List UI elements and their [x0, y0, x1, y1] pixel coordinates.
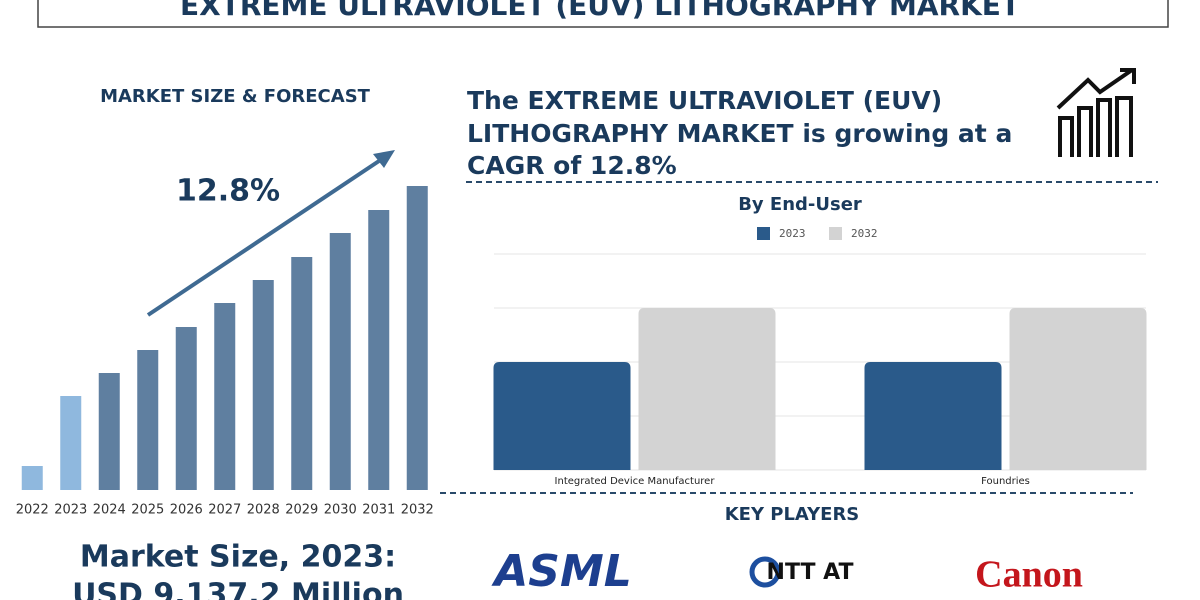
bar: [175, 327, 197, 490]
x-tick-label: 2024: [93, 503, 126, 518]
x-tick-label: 2025: [131, 503, 164, 518]
x-tick-label: Foundries: [981, 476, 1030, 487]
market-size: USD 9,137.2 Million: [72, 578, 404, 600]
company-logo: NTT AT: [767, 560, 854, 585]
arrow-head: [373, 150, 395, 168]
growth-icon: [1056, 68, 1136, 157]
bar: [21, 466, 43, 490]
bar: [329, 233, 351, 490]
legend-label: 2032: [851, 227, 878, 240]
growth-arrow: [146, 155, 387, 317]
legend-label: 2023: [779, 227, 806, 240]
x-tick-label: 2028: [247, 503, 280, 518]
headline: The EXTREME ULTRAVIOLET (EUV): [467, 86, 942, 115]
bar: [252, 280, 274, 490]
x-tick-label: 2026: [170, 503, 203, 518]
x-tick-label: 2031: [362, 503, 395, 518]
x-tick-label: 2030: [324, 503, 357, 518]
x-tick-label: 2032: [401, 503, 434, 518]
headline: LITHOGRAPHY MARKET is growing at a: [467, 119, 1012, 148]
legend-swatch: [757, 227, 770, 240]
page-title: EXTREME ULTRAVIOLET (EUV) LITHOGRAPHY MA…: [180, 0, 1020, 22]
cagr-annotation: 12.8%: [176, 174, 280, 209]
title-box: [37, 0, 1169, 28]
headline: CAGR of 12.8%: [467, 151, 677, 180]
bar: [1009, 308, 1147, 470]
bar: [60, 396, 82, 490]
bar: [493, 362, 631, 470]
x-tick-label: 2029: [285, 503, 318, 518]
x-tick-label: 2023: [54, 503, 87, 518]
chart-title: MARKET SIZE & FORECAST: [100, 86, 371, 107]
x-tick-label: 2027: [208, 503, 241, 518]
bar: [864, 362, 1002, 470]
legend-swatch: [829, 227, 842, 240]
bar: [98, 373, 120, 490]
bar: [638, 308, 776, 470]
company-logo: Canon: [975, 554, 1083, 596]
bar: [137, 350, 159, 490]
bar: [406, 186, 428, 490]
x-tick-label: 2022: [16, 503, 49, 518]
x-tick-label: Integrated Device Manufacturer: [555, 476, 716, 487]
section-title: KEY PLAYERS: [725, 504, 860, 525]
market-size: Market Size, 2023:: [80, 540, 396, 575]
company-logo: ASML: [491, 546, 632, 597]
logo-mark: [749, 556, 781, 588]
bar: [368, 210, 390, 490]
bar: [214, 303, 236, 490]
chart-title: By End-User: [738, 194, 862, 215]
bar: [291, 257, 313, 490]
